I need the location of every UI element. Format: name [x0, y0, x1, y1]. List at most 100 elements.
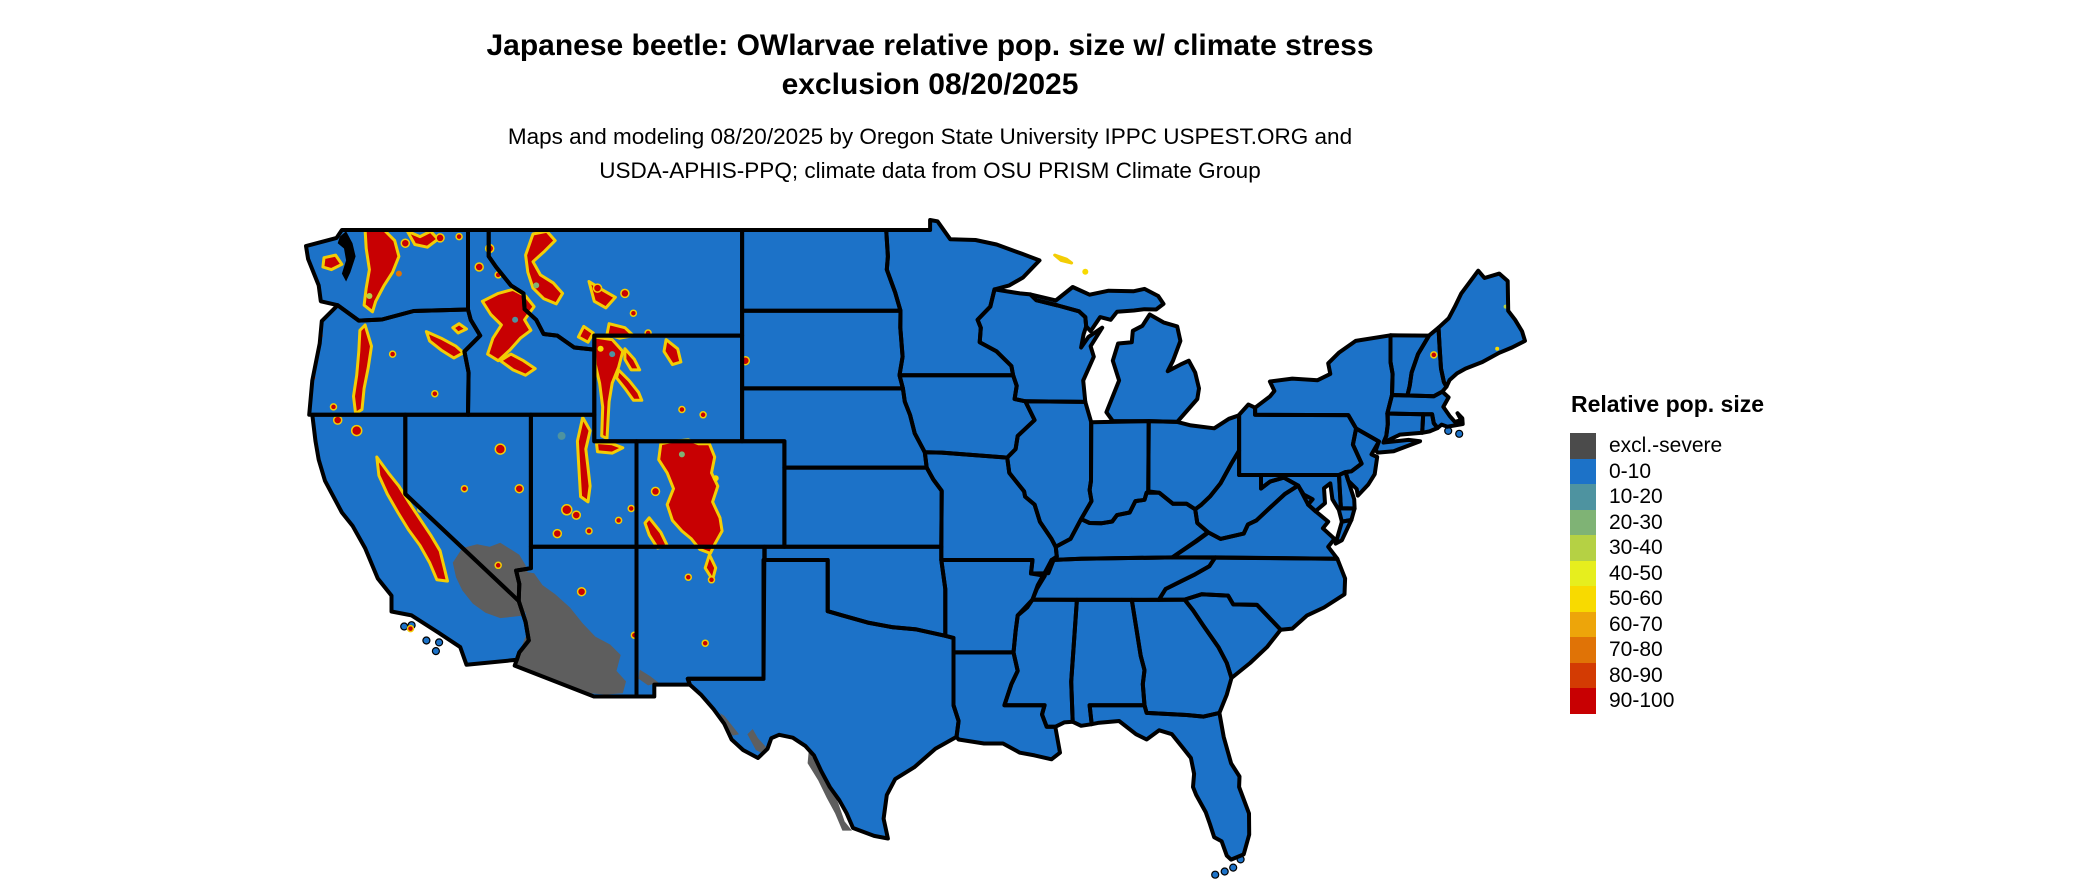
state-tn [1032, 557, 1216, 600]
spot-region [620, 288, 630, 299]
high-pop-region [321, 253, 344, 272]
spot-region [614, 516, 623, 525]
state-fl [1089, 705, 1250, 860]
legend-item-60-70: 60-70 [1570, 611, 1764, 637]
map-title-line1: Japanese beetle: OWlarvae relative pop. … [486, 29, 1374, 62]
legend-swatch [1570, 611, 1596, 637]
legend-label: 90-100 [1609, 689, 1675, 712]
high-pop-region [615, 368, 644, 402]
spot-region [571, 510, 582, 520]
state-border-nj [1343, 426, 1381, 498]
legend-swatch [1570, 509, 1596, 535]
spot-region [1430, 351, 1438, 359]
state-ma [1387, 391, 1463, 428]
state-wv [1195, 450, 1299, 539]
state-ia [899, 375, 1035, 458]
state-border-az [512, 544, 639, 699]
spot-region [350, 424, 363, 437]
state-border-nc [1156, 555, 1348, 632]
legend-label: 70-80 [1609, 638, 1663, 661]
legend-swatch [1570, 637, 1596, 663]
state-nh [1407, 327, 1447, 397]
state-mt [488, 230, 743, 350]
map-title: Japanese beetle: OWlarvae relative pop. … [0, 26, 1860, 104]
state-pa [1239, 404, 1362, 475]
exclusion-layer [452, 542, 852, 831]
spot-region [561, 504, 573, 516]
exclusion-region [515, 570, 626, 695]
state-sc [1184, 594, 1281, 678]
state-mil [1106, 314, 1199, 422]
state-ne [742, 388, 927, 468]
exclusion-region [638, 669, 659, 686]
island-dot [1455, 429, 1464, 438]
legend-swatch [1570, 433, 1596, 459]
legend-label: 20-30 [1609, 510, 1663, 534]
state-ky [1051, 492, 1208, 560]
legend-item-70-80: 70-80 [1570, 637, 1764, 663]
legend-item-excl.-severe: excl.-severe [1570, 433, 1764, 459]
legend-item-90-100: 90-100 [1570, 688, 1764, 714]
island-dot [431, 646, 440, 656]
spot-region [609, 351, 616, 358]
puget-sound [337, 231, 356, 282]
legend-swatch [1570, 688, 1596, 714]
spot-region [388, 350, 397, 358]
state-ga [1131, 599, 1232, 717]
spot-region [514, 483, 525, 494]
exclusion-region [720, 713, 739, 736]
spot-region [460, 484, 469, 493]
state-ct [1383, 413, 1424, 443]
legend-item-20-30: 20-30 [1570, 509, 1764, 535]
spot-region [400, 238, 411, 248]
spot-region [332, 415, 343, 425]
island-dot [400, 622, 409, 631]
legend-label: 30-40 [1609, 536, 1663, 559]
spot-region [707, 576, 716, 584]
state-me [1438, 270, 1525, 387]
state-nc [1158, 557, 1346, 630]
high-pop-region [575, 415, 592, 504]
state-ar [941, 560, 1045, 653]
high-pop-region [623, 347, 642, 372]
spot-region [435, 233, 445, 243]
map-subtitle-line2: USDA-APHIS-PPQ; climate data from OSU PR… [599, 158, 1261, 183]
state-tx [687, 560, 959, 839]
spot-region [406, 624, 415, 633]
spot-region [592, 283, 603, 293]
islands-layer [400, 426, 1464, 879]
high-pop-region [424, 330, 465, 360]
exclusion-region [807, 751, 852, 831]
exclusion-region [747, 729, 768, 754]
state-or [309, 305, 481, 415]
spot-region [474, 262, 484, 272]
state-nd [742, 230, 901, 311]
spot-region [627, 504, 635, 513]
spot-region [395, 270, 402, 277]
spot-region [576, 586, 587, 597]
spot-region [431, 389, 439, 398]
spot-region [712, 475, 719, 482]
map-title-line2: exclusion 08/20/2025 [781, 68, 1079, 101]
spot-region [366, 293, 373, 299]
spot-region [1495, 346, 1500, 351]
spot-region [629, 309, 638, 317]
island-dot [422, 636, 431, 645]
legend-item-80-90: 80-90 [1570, 662, 1764, 688]
legend-swatch [1570, 560, 1596, 586]
high-pop-region [662, 338, 683, 367]
state-mo [924, 452, 1057, 574]
spot-region [1082, 268, 1089, 275]
state-border-mil [1104, 312, 1201, 424]
high-pop-region [1053, 253, 1074, 265]
legend-label: 50-60 [1609, 587, 1663, 610]
spot-region [494, 443, 507, 455]
spot-region [699, 411, 707, 419]
spot-region [701, 639, 709, 647]
state-border-fl [1087, 703, 1252, 862]
state-border-ma [1385, 389, 1465, 430]
legend-item-0-10: 0-10 [1570, 458, 1764, 484]
map-subtitle-line1: Maps and modeling 08/20/2025 by Oregon S… [507, 124, 1353, 149]
